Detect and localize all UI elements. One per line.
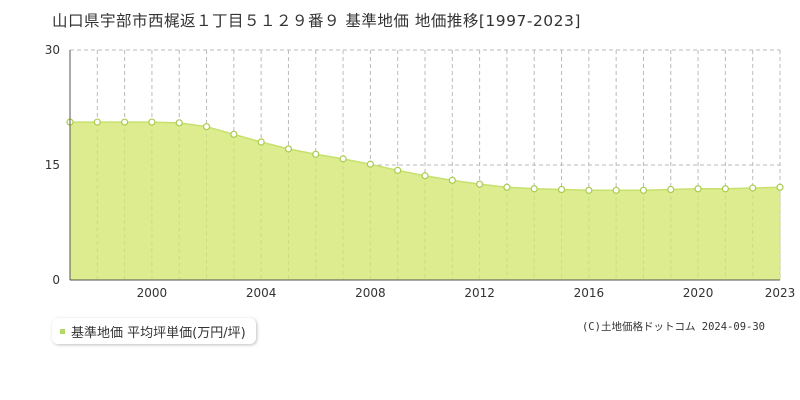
data-point [312, 150, 320, 158]
x-tick-label: 2012 [464, 286, 495, 300]
tick-layer: 0 15 30 2000 2004 2008 2012 2016 2020 2023 [45, 43, 796, 300]
y-tick-label: 15 [45, 158, 60, 172]
data-point [230, 130, 238, 138]
point-layer [66, 118, 784, 194]
x-tick-label: 2000 [137, 286, 168, 300]
data-point [476, 180, 484, 188]
chart-title: 山口県宇部市西梶返１丁目５１２９番９ 基準地価 地価推移[1997-2023] [52, 12, 581, 30]
data-point [612, 186, 620, 194]
data-point [503, 183, 511, 191]
legend-marker-icon [60, 328, 65, 334]
x-tick-label: 2020 [683, 286, 714, 300]
series-area [70, 122, 780, 280]
data-point [694, 185, 702, 193]
data-point [121, 118, 129, 126]
x-tick-label: 2023 [765, 286, 796, 300]
x-tick-label: 2004 [246, 286, 277, 300]
data-point [366, 160, 374, 168]
legend-label: 基準地価 平均坪単価(万円/坪) [71, 325, 246, 341]
data-point [394, 166, 402, 174]
data-point [557, 185, 566, 194]
data-point [339, 155, 347, 163]
x-tick-label: 2008 [355, 286, 386, 300]
data-point [667, 185, 675, 194]
data-point [721, 185, 729, 193]
data-point [148, 118, 156, 126]
data-point [202, 123, 211, 131]
data-point [421, 172, 429, 180]
data-point [776, 183, 784, 191]
y-tick-label: 30 [45, 43, 60, 57]
legend: 基準地価 平均坪単価(万円/坪) [52, 318, 256, 344]
data-point [93, 118, 101, 126]
data-point [448, 176, 456, 184]
data-point [749, 184, 757, 192]
data-point [639, 186, 648, 194]
data-point [284, 145, 293, 153]
data-point [585, 186, 593, 194]
x-tick-label: 2016 [574, 286, 605, 300]
data-point [175, 119, 183, 127]
y-tick-label: 0 [52, 273, 60, 287]
data-point [257, 138, 265, 146]
copyright-text: (C)土地価格ドットコム 2024-09-30 [581, 321, 765, 333]
data-point [530, 185, 538, 193]
